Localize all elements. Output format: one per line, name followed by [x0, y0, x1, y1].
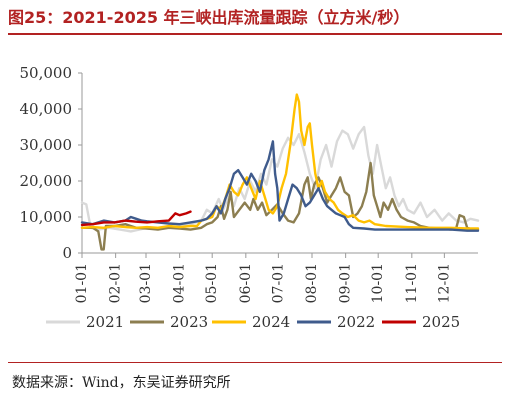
x-tick-label: 03-01 — [138, 263, 154, 303]
x-tick-label: 07-01 — [270, 263, 286, 303]
x-tick-label: 01-01 — [74, 263, 90, 303]
y-axis: 0 10,000 20,000 30,000 40,000 50,000 — [20, 64, 83, 262]
series-line-2022 — [80, 140, 480, 232]
y-tick-label: 20,000 — [20, 172, 73, 190]
x-tick-label: 11-01 — [404, 263, 420, 303]
legend-label-2022: 2022 — [337, 313, 375, 331]
legend-label-2023: 2023 — [170, 313, 208, 331]
legend-label-2021: 2021 — [86, 313, 124, 331]
series-lines — [80, 93, 480, 251]
legend: 2021 2023 2024 2022 2025 — [46, 313, 460, 331]
chart-title: 图25：2021-2025 年三峡出库流量跟踪（立方米/秒） — [8, 8, 410, 27]
x-tick-label: 04-01 — [172, 263, 188, 303]
source-note: 数据来源：Wind，东吴证券研究所 — [12, 375, 231, 391]
y-tick-label: 10,000 — [20, 208, 73, 226]
y-tick-label: 30,000 — [20, 136, 73, 154]
legend-label-2025: 2025 — [422, 313, 460, 331]
source-divider — [8, 362, 502, 363]
y-tick-label: 40,000 — [20, 100, 73, 118]
x-tick-label: 09-01 — [338, 263, 354, 303]
x-tick-label: 10-01 — [370, 263, 386, 303]
x-tick-label: 06-01 — [238, 263, 254, 303]
x-tick-label: 05-01 — [204, 263, 220, 303]
series-line-2021 — [80, 125, 480, 233]
legend-label-2024: 2024 — [252, 313, 290, 331]
y-tick-label: 50,000 — [20, 64, 73, 82]
series-line-2023 — [80, 161, 480, 251]
y-tick-label: 0 — [62, 244, 72, 262]
series-line-2025 — [80, 210, 192, 227]
x-axis: 01-01 02-01 03-01 04-01 05-01 06-01 07-01 08-01… — [74, 252, 478, 303]
title-divider — [8, 33, 502, 35]
line-chart: 0 10,000 20,000 30,000 40,000 50,000 01-01 02-… — [20, 64, 480, 331]
x-tick-label: 02-01 — [108, 263, 124, 303]
series-line-2024 — [80, 93, 480, 230]
x-tick-label: 08-01 — [304, 263, 320, 303]
x-tick-label: 12-01 — [436, 263, 452, 303]
